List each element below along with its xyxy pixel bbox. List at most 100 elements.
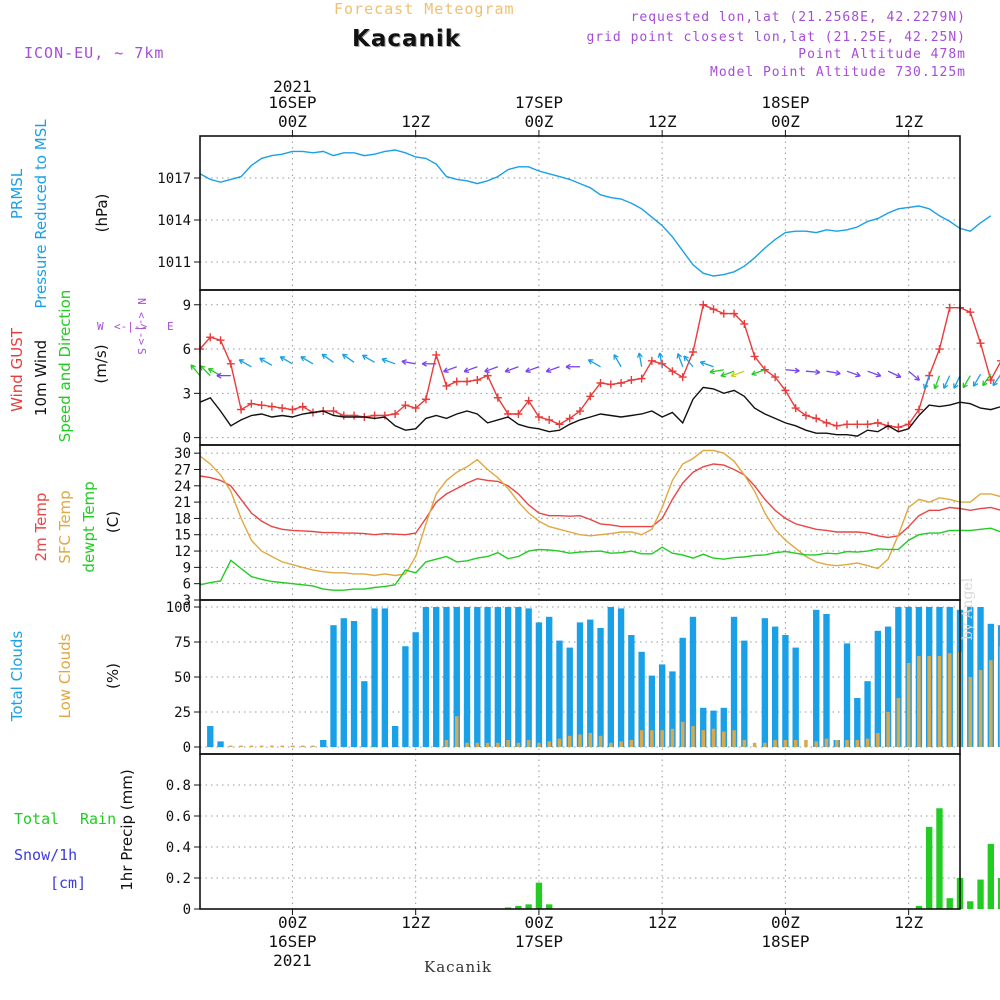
bar-clouds-0 bbox=[823, 614, 830, 747]
gust-marker bbox=[206, 333, 215, 342]
wind-arrow-head bbox=[525, 367, 531, 373]
wind-arrow-head bbox=[300, 356, 306, 362]
wind-arrow bbox=[908, 370, 920, 381]
bar-clouds-1 bbox=[311, 745, 315, 747]
wind-arrow-head bbox=[751, 370, 757, 376]
gust-marker bbox=[586, 392, 595, 401]
bar-clouds-1 bbox=[660, 730, 664, 747]
wind-arrow-head bbox=[699, 360, 706, 367]
wind-arrow bbox=[953, 375, 961, 389]
bar-clouds-0 bbox=[884, 626, 892, 747]
ylabel-prmsl: PRMSL bbox=[8, 168, 26, 219]
bar-clouds-1 bbox=[444, 740, 449, 747]
y-tick-label: 6 bbox=[183, 342, 191, 358]
bar-clouds-1 bbox=[783, 740, 788, 747]
gust-marker bbox=[493, 393, 502, 402]
gust-marker bbox=[576, 407, 584, 416]
bar-clouds-1 bbox=[906, 663, 911, 747]
gust-marker bbox=[873, 418, 882, 427]
wind-arrow-head bbox=[933, 383, 939, 390]
bar-clouds-0 bbox=[997, 625, 1000, 747]
ylabel-ms: (m/s) bbox=[92, 344, 110, 383]
wind-arrow bbox=[190, 364, 201, 377]
wind-arrow-head bbox=[835, 369, 841, 376]
bar-clouds-0 bbox=[597, 628, 604, 747]
wind-arrow bbox=[362, 354, 375, 363]
top-tick-hour: 12Z bbox=[894, 112, 923, 131]
wind-arrow bbox=[659, 352, 663, 367]
panel-frame bbox=[199, 289, 961, 446]
wind-arrow bbox=[238, 359, 252, 368]
wind-arrow-head bbox=[815, 369, 821, 376]
compass-arrows: <-|-> bbox=[114, 320, 147, 333]
wind-arrow-head bbox=[875, 371, 882, 378]
y-tick-label: 18 bbox=[174, 511, 191, 527]
gust-marker bbox=[278, 404, 287, 413]
gust-marker bbox=[237, 405, 246, 414]
gust-marker bbox=[411, 404, 420, 413]
point-altitude: Point Altitude 478m bbox=[798, 47, 966, 62]
wind-arrow-head bbox=[504, 367, 511, 373]
wind-arrow bbox=[785, 369, 800, 372]
wind-arrow-head bbox=[683, 355, 689, 362]
bar-clouds-0 bbox=[617, 608, 625, 747]
wind-arrow bbox=[525, 366, 540, 373]
bar-clouds-1 bbox=[475, 742, 480, 747]
bar-clouds-0 bbox=[741, 640, 748, 747]
bar-clouds-0 bbox=[412, 632, 419, 747]
bar-clouds-1 bbox=[824, 738, 829, 747]
bar-clouds-1 bbox=[989, 660, 993, 747]
bar-clouds-0 bbox=[320, 740, 327, 747]
bar-clouds-1 bbox=[249, 745, 254, 747]
y-tick-label: 12 bbox=[174, 544, 191, 560]
bar-clouds-0 bbox=[730, 616, 738, 747]
gust-marker bbox=[257, 401, 266, 410]
wind-arrow bbox=[321, 353, 334, 363]
bar-clouds-1 bbox=[270, 745, 274, 747]
gust-marker bbox=[226, 359, 235, 368]
wind-arrow-head bbox=[259, 357, 265, 363]
bar-clouds-0 bbox=[638, 651, 645, 747]
y-tick-label: 0.8 bbox=[166, 778, 191, 794]
bar-precip-0 bbox=[915, 905, 923, 909]
gust-marker bbox=[596, 379, 605, 387]
gust-marker bbox=[421, 395, 430, 404]
bar-clouds-0 bbox=[576, 622, 584, 747]
bar-clouds-1 bbox=[259, 745, 264, 747]
bar-clouds-0 bbox=[474, 607, 481, 747]
wind-arrow-head bbox=[730, 371, 737, 378]
bar-clouds-1 bbox=[773, 740, 777, 747]
bar-clouds-1 bbox=[711, 728, 716, 747]
wind-arrow bbox=[199, 365, 211, 377]
gust-marker bbox=[750, 352, 759, 361]
wind-arrow bbox=[381, 358, 396, 365]
bar-clouds-1 bbox=[506, 740, 510, 747]
bar-clouds-1 bbox=[680, 721, 685, 747]
bar-clouds-0 bbox=[607, 607, 614, 747]
bar-clouds-0 bbox=[207, 726, 214, 747]
bar-clouds-1 bbox=[516, 742, 521, 747]
series-2m-temp bbox=[199, 463, 1000, 539]
bar-clouds-0 bbox=[771, 626, 779, 747]
wind-arrow-head bbox=[794, 367, 800, 374]
gust-marker bbox=[350, 411, 359, 420]
bottom-tick-hour: 00Z bbox=[524, 913, 553, 932]
bar-clouds-0 bbox=[391, 726, 399, 747]
gust-marker bbox=[688, 348, 697, 356]
bar-clouds-0 bbox=[422, 607, 430, 747]
bar-clouds-1 bbox=[537, 742, 541, 747]
wind-arrow bbox=[677, 353, 684, 367]
y-tick-label: 0.2 bbox=[166, 871, 191, 887]
product-title: Forecast Meteogram bbox=[334, 0, 515, 18]
y-tick-label: 30 bbox=[174, 446, 191, 462]
bar-clouds-0 bbox=[813, 609, 820, 747]
bar-clouds-1 bbox=[670, 728, 675, 747]
wind-arrow bbox=[805, 370, 820, 374]
bar-clouds-0 bbox=[535, 622, 543, 747]
bar-clouds-1 bbox=[650, 730, 654, 747]
wind-arrow-head bbox=[484, 367, 490, 373]
wind-arrow bbox=[342, 353, 355, 363]
y-tick-label: 25 bbox=[174, 705, 191, 721]
bar-clouds-0 bbox=[761, 618, 769, 747]
